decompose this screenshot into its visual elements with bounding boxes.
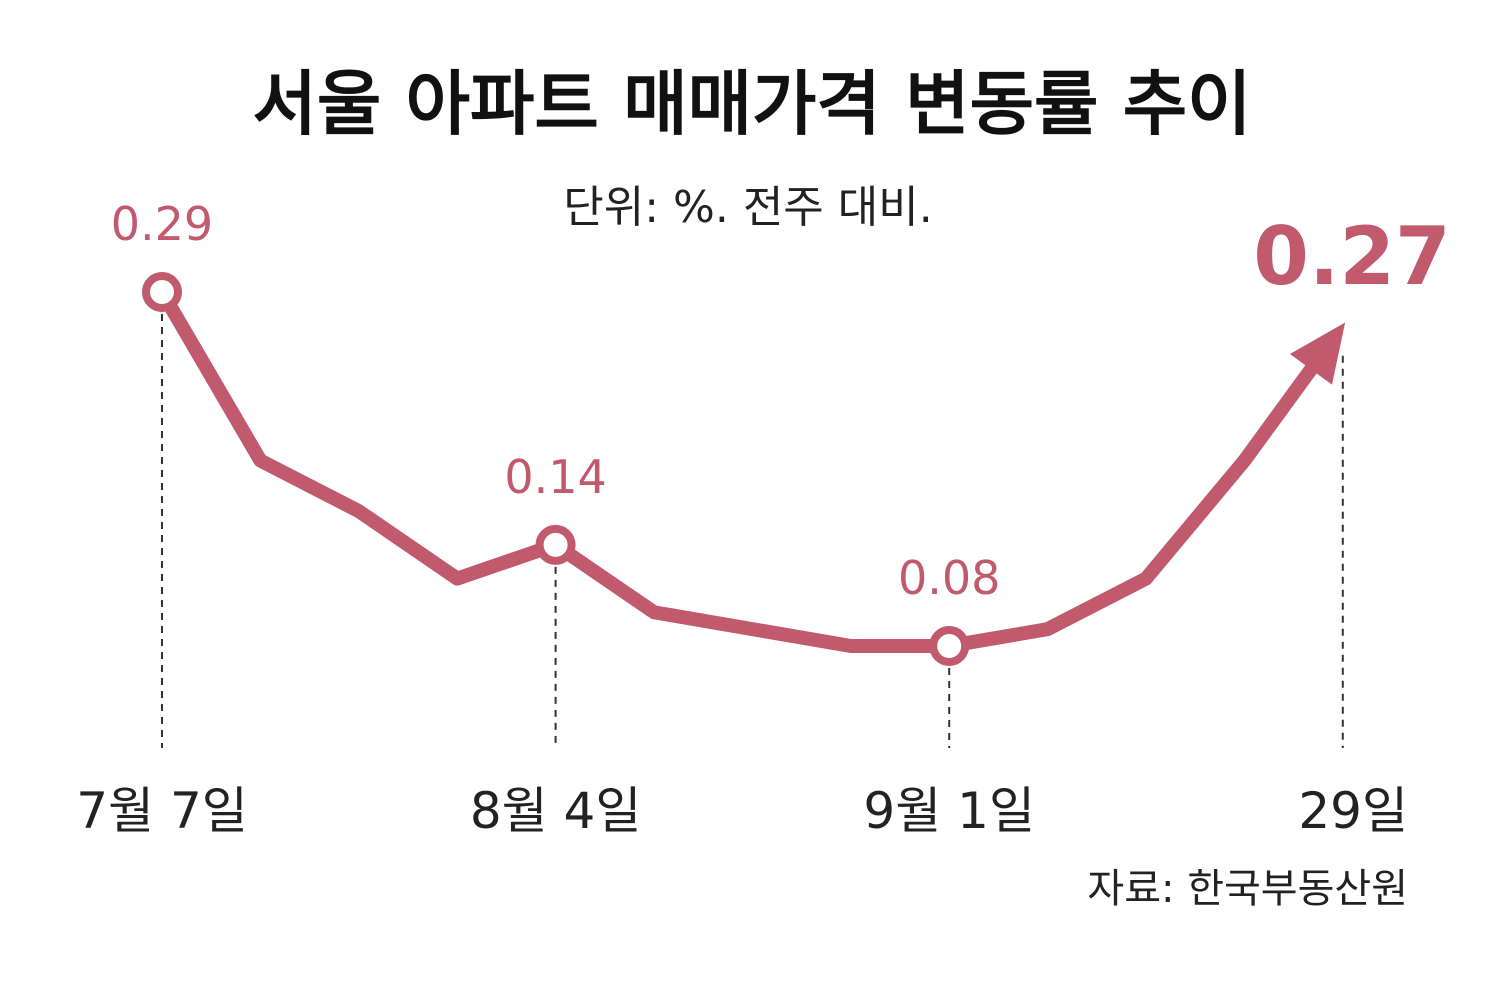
x-tick-label-1: 8월 4일 [470, 782, 642, 840]
series-arrowhead [1289, 322, 1346, 385]
chart-subtitle: 단위: %. 전주 대비. [563, 182, 932, 233]
series-line-group [155, 285, 1346, 653]
point-marker-2 [929, 626, 970, 666]
data-label-group: 0.29 0.14 0.08 0.27 [111, 197, 1451, 605]
x-tick-label-2: 9월 1일 [863, 782, 1035, 840]
data-label-0: 0.29 [111, 197, 213, 251]
x-tick-label-0: 7월 7일 [76, 782, 248, 840]
data-label-1: 0.14 [504, 450, 606, 504]
chart-title: 서울 아파트 매매가격 변동률 추이 [252, 63, 1251, 145]
point-marker-1 [535, 524, 576, 565]
marker-group [142, 272, 970, 666]
data-label-3: 0.27 [1253, 210, 1450, 303]
guide-lines [161, 314, 1344, 748]
x-tick-label-3: 29일 [1298, 782, 1408, 840]
source-note: 자료: 한국부동산원 [1087, 866, 1408, 912]
x-axis-ticks: 7월 7일 8월 4일 9월 1일 29일 [76, 782, 1408, 840]
series-line [155, 285, 1322, 653]
data-label-2: 0.08 [898, 551, 1000, 605]
point-marker-0 [142, 272, 182, 312]
